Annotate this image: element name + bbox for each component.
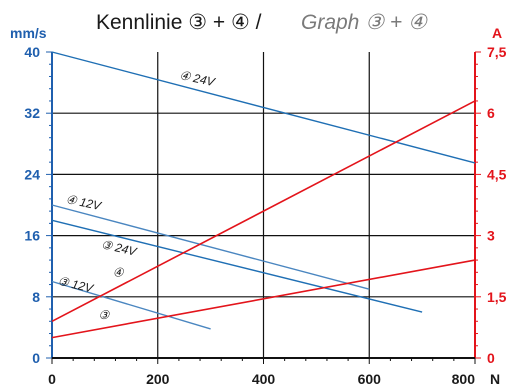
tick-label-x: 800 bbox=[452, 371, 476, 387]
tick-label-x: 200 bbox=[146, 371, 170, 387]
speed-line-3 bbox=[51, 219, 423, 313]
speed-line-1 bbox=[51, 51, 476, 164]
tick-label-left: 0 bbox=[32, 350, 40, 366]
speed-line-2 bbox=[51, 204, 370, 290]
tick-label-x: 0 bbox=[48, 371, 56, 387]
tick-label-x: 600 bbox=[358, 371, 382, 387]
title-subtitle: Graph ③ + ④ bbox=[301, 11, 428, 34]
tick-label-left: 32 bbox=[24, 105, 40, 121]
tick-label-right: 3 bbox=[487, 228, 495, 244]
tick-label-x: 400 bbox=[252, 371, 276, 387]
grid bbox=[52, 52, 475, 358]
current-series-label: ④ bbox=[113, 265, 125, 279]
tick-label-right: 7,5 bbox=[487, 44, 507, 60]
tick-label-left: 8 bbox=[32, 289, 40, 305]
y-axis-right-label: A bbox=[492, 25, 502, 41]
y-axis-left-label: mm/s bbox=[10, 25, 47, 41]
x-axis-label: N bbox=[490, 371, 500, 387]
tick-label-right: 6 bbox=[487, 105, 495, 121]
chart-title: Kennlinie ③ + ④ / Graph ③ + ④ bbox=[96, 11, 428, 34]
tick-label-right: 0 bbox=[487, 350, 495, 366]
current-line-1 bbox=[51, 100, 476, 322]
tick-label-left: 16 bbox=[24, 228, 40, 244]
title-main: Kennlinie ③ + ④ / bbox=[96, 11, 262, 34]
tick-label-right: 4,5 bbox=[487, 166, 507, 182]
tick-label-left: 24 bbox=[24, 166, 40, 182]
tick-label-right: 1,5 bbox=[487, 289, 507, 305]
current-line-2 bbox=[51, 259, 476, 339]
current-series-label: ③ bbox=[99, 308, 111, 322]
series-group bbox=[51, 51, 476, 339]
speed-series-label: ③ 12V bbox=[57, 274, 96, 296]
speed-line-4 bbox=[51, 280, 211, 330]
tick-label-left: 40 bbox=[24, 44, 40, 60]
